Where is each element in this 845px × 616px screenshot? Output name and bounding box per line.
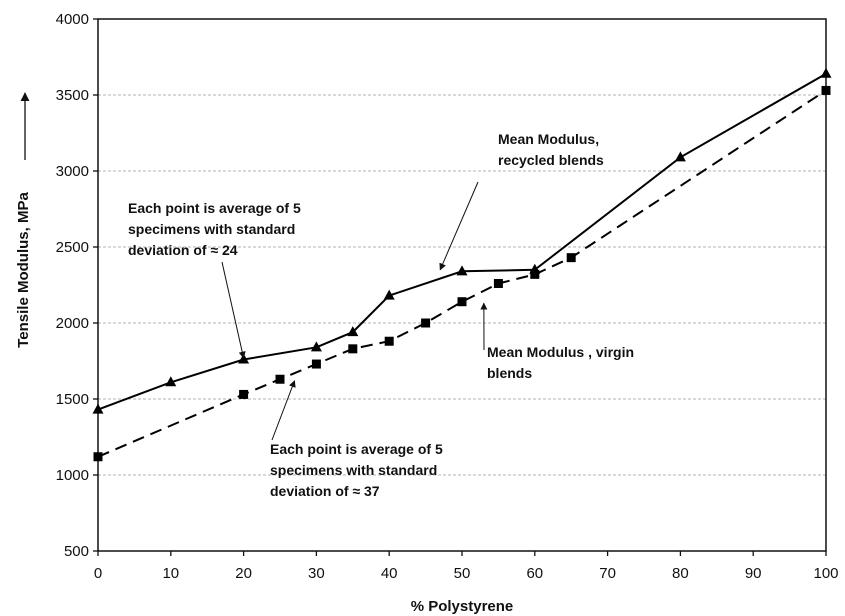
point-recycled-9 <box>820 67 832 78</box>
annotation-virgin-note: Each point is average of 5 specimens with… <box>270 441 443 499</box>
point-virgin-10 <box>566 253 576 263</box>
y-axis-title-group: Tensile Modulus, MPa <box>15 192 32 348</box>
point-virgin-9 <box>530 269 540 279</box>
annotation-recycled-note-line-0: Each point is average of 5 <box>128 200 301 216</box>
x-tick-label-80: 80 <box>672 565 689 582</box>
point-virgin-8 <box>493 278 503 288</box>
annotation-arrow-recycled-note <box>221 261 246 359</box>
y-tick-label-2000: 2000 <box>56 315 89 332</box>
point-recycled-8 <box>674 151 686 162</box>
point-virgin-1 <box>239 389 249 399</box>
series-layer <box>92 67 832 462</box>
x-tick-label-90: 90 <box>745 565 762 582</box>
x-tick-label-50: 50 <box>454 565 471 582</box>
annotation-recycled-label: Mean Modulus, recycled blends <box>498 131 604 168</box>
plot-frame <box>97 18 827 552</box>
annotation-virgin-note-line-2: deviation of ≈ 37 <box>270 483 380 499</box>
point-recycled-1 <box>165 376 177 387</box>
point-recycled-6 <box>456 265 468 276</box>
annotation-recycled-note-line-2: deviation of ≈ 24 <box>128 242 238 258</box>
annotation-virgin-note-line-0: Each point is average of 5 <box>270 441 443 457</box>
annotation-virgin-label: Mean Modulus , virgin blends <box>487 344 634 381</box>
annotation-virgin-label-line-0: Mean Modulus , virgin <box>487 344 634 360</box>
gridlines <box>98 94 826 476</box>
x-tick-label-100: 100 <box>813 565 838 582</box>
y-tick-label-500: 500 <box>64 543 89 560</box>
y-tick-label-1000: 1000 <box>56 467 89 484</box>
x-tick-label-0: 0 <box>94 565 102 582</box>
point-virgin-5 <box>384 336 394 346</box>
point-virgin-2 <box>275 374 285 384</box>
x-tick-label-40: 40 <box>381 565 398 582</box>
point-virgin-4 <box>348 344 358 354</box>
series-line-virgin <box>97 89 827 458</box>
point-recycled-4 <box>347 326 359 337</box>
axis-ticks: 500 1000 1500 2000 2500 3000 3500 4000 0 10 20 30 40… <box>56 11 839 582</box>
point-virgin-0 <box>93 452 103 462</box>
point-virgin-3 <box>311 359 321 369</box>
point-recycled-3 <box>310 341 322 352</box>
x-tick-label-70: 70 <box>599 565 616 582</box>
annotations-layer: Mean Modulus, recycled blends Each point i… <box>128 131 634 499</box>
x-tick-label-60: 60 <box>526 565 543 582</box>
annotation-virgin-label-line-1: blends <box>487 365 532 381</box>
y-tick-label-3000: 3000 <box>56 163 89 180</box>
y-tick-label-4000: 4000 <box>56 11 89 28</box>
point-virgin-7 <box>457 297 467 307</box>
x-tick-label-20: 20 <box>235 565 252 582</box>
annotation-recycled-label-line-1: recycled blends <box>498 152 604 168</box>
y-axis-title: Tensile Modulus, MPa <box>15 192 32 348</box>
y-tick-label-2500: 2500 <box>56 239 89 256</box>
point-recycled-0 <box>92 403 104 414</box>
x-tick-label-10: 10 <box>162 565 179 582</box>
y-tick-label-1500: 1500 <box>56 391 89 408</box>
point-virgin-6 <box>421 318 431 328</box>
annotation-arrow-recycled-label <box>439 181 479 271</box>
annotation-recycled-label-line-0: Mean Modulus, <box>498 131 599 147</box>
annotation-recycled-note: Each point is average of 5 specimens with… <box>128 200 301 258</box>
annotation-virgin-note-line-1: specimens with standard <box>270 462 437 478</box>
y-tick-label-3500: 3500 <box>56 87 89 104</box>
series-line-recycled <box>97 72 827 411</box>
point-virgin-11 <box>821 85 831 95</box>
x-tick-label-30: 30 <box>308 565 325 582</box>
point-recycled-5 <box>383 289 395 300</box>
annotation-recycled-note-line-1: specimens with standard <box>128 221 295 237</box>
x-axis-title: % Polystyrene <box>411 598 514 615</box>
annotation-arrow-virgin-note <box>271 380 296 441</box>
